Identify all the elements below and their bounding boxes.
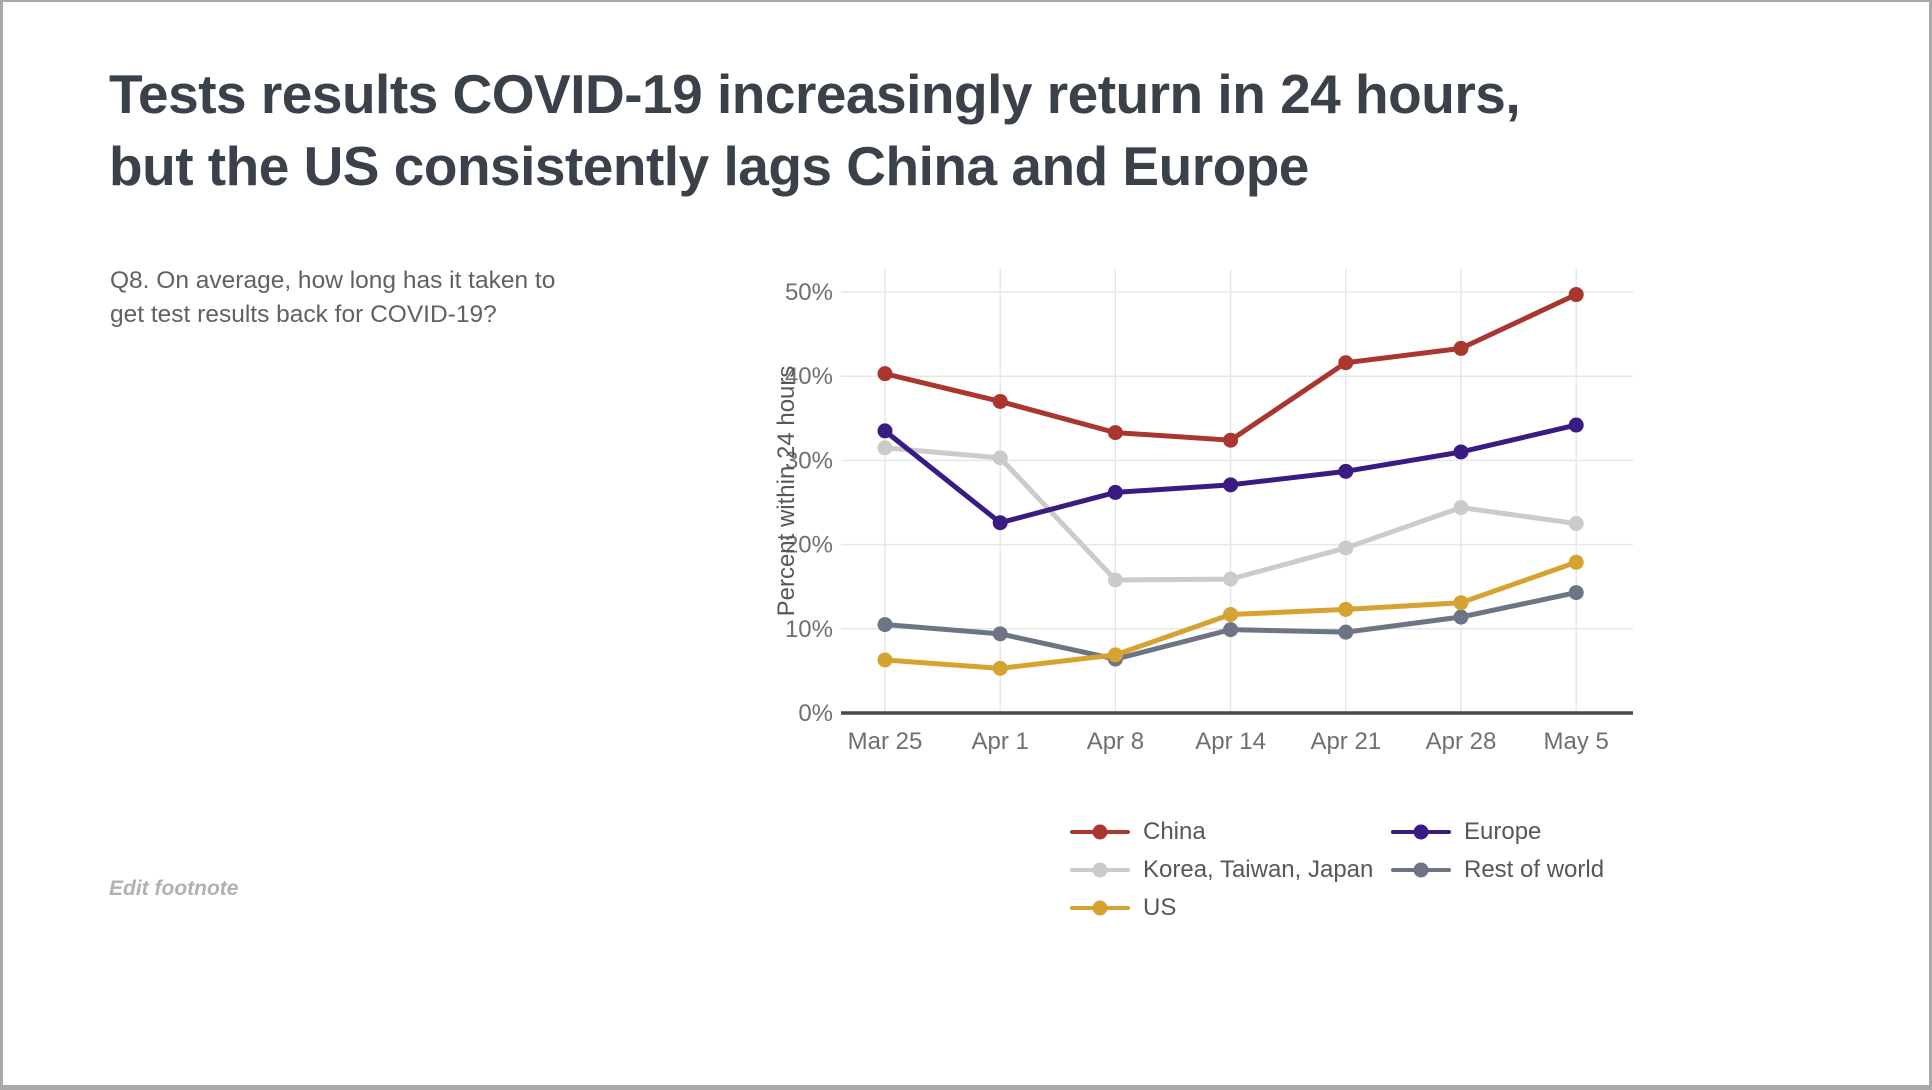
series-point-europe-5 (1453, 444, 1469, 460)
x-tick-label: Apr 8 (1087, 728, 1144, 755)
series-point-korea-taiwan-japan-4 (1338, 540, 1354, 556)
legend-label: US (1143, 894, 1177, 921)
legend-column-1: China Korea, Taiwan, Japan US (1070, 813, 1391, 927)
series-point-china-1 (992, 393, 1008, 409)
series-point-europe-2 (1107, 484, 1123, 500)
y-tick-label: 20% (785, 532, 833, 559)
series-point-rest-of-world-5 (1453, 609, 1469, 625)
page-title-line2: but the US consistently lags China and E… (109, 135, 1309, 197)
legend-label: Rest of world (1464, 856, 1605, 883)
page-title-line1: Tests results COVID-19 increasingly retu… (109, 63, 1521, 125)
series-point-europe-1 (992, 515, 1008, 531)
legend-column-2: Europe Rest of world (1391, 813, 1604, 927)
x-tick-label: Apr 14 (1195, 728, 1266, 755)
series-point-us-1 (992, 660, 1008, 676)
legend-item-us: US (1070, 889, 1391, 927)
series-point-china-4 (1338, 355, 1354, 371)
page-title: Tests results COVID-19 increasingly retu… (109, 58, 1709, 202)
series-point-europe-4 (1338, 463, 1354, 479)
legend-item-korea-taiwan-japan: Korea, Taiwan, Japan (1070, 851, 1391, 889)
y-tick-label: 10% (785, 616, 833, 643)
series-point-rest-of-world-4 (1338, 624, 1354, 640)
question-text: Q8. On average, how long has it taken to… (110, 267, 556, 328)
legend-label: China (1143, 818, 1206, 845)
series-point-korea-taiwan-japan-2 (1107, 572, 1123, 588)
edit-footnote-button[interactable]: Edit footnote (109, 877, 239, 900)
legend-marker-icon (1070, 824, 1130, 840)
series-point-us-0 (877, 652, 893, 668)
line-chart-svg: 0% 10% 20% 30% 40% 50% Mar 25 Apr 1 Apr 8 Apr 14 A… (773, 269, 1633, 755)
legend-marker-icon (1391, 862, 1451, 878)
series-point-rest-of-world-6 (1568, 585, 1584, 601)
legend-marker-icon (1070, 862, 1130, 878)
legend-item-china: China (1070, 813, 1391, 851)
series-point-us-3 (1223, 606, 1239, 622)
series-point-korea-taiwan-japan-5 (1453, 500, 1469, 516)
y-axis-title: Percent within 24 hours (773, 366, 800, 617)
series-point-china-0 (877, 366, 893, 382)
x-tick-label: Mar 25 (848, 728, 923, 755)
y-tick-label: 0% (798, 700, 833, 727)
y-tick-label: 40% (785, 363, 833, 390)
line-chart: 0% 10% 20% 30% 40% 50% Mar 25 Apr 1 Apr 8 Apr 14 A… (741, 257, 1651, 787)
series-point-europe-0 (877, 423, 893, 439)
series-point-korea-taiwan-japan-6 (1568, 516, 1584, 532)
series-point-korea-taiwan-japan-0 (877, 440, 893, 456)
series-point-europe-3 (1223, 477, 1239, 493)
series-point-korea-taiwan-japan-1 (992, 450, 1008, 466)
series-point-europe-6 (1568, 417, 1584, 433)
legend-marker-icon (1070, 900, 1130, 916)
series-point-rest-of-world-3 (1223, 622, 1239, 638)
x-tick-label: Apr 1 (972, 728, 1029, 755)
x-tick-label: May 5 (1544, 728, 1609, 755)
series-point-china-5 (1453, 340, 1469, 356)
chart-legend: China Korea, Taiwan, Japan US Europe Rest of… (1070, 813, 1604, 927)
legend-label: Korea, Taiwan, Japan (1143, 856, 1374, 883)
legend-marker-icon (1391, 824, 1451, 840)
x-tick-label: Apr 28 (1426, 728, 1497, 755)
series-point-china-6 (1568, 287, 1584, 303)
series-point-us-4 (1338, 601, 1354, 617)
y-tick-label: 50% (785, 279, 833, 306)
series-point-china-2 (1107, 425, 1123, 441)
series-point-china-3 (1223, 432, 1239, 448)
y-tick-label: 30% (785, 447, 833, 474)
series-point-korea-taiwan-japan-3 (1223, 571, 1239, 587)
series-point-us-6 (1568, 554, 1584, 570)
series-point-rest-of-world-0 (877, 617, 893, 633)
x-tick-label: Apr 21 (1310, 728, 1381, 755)
series-point-us-5 (1453, 595, 1469, 611)
legend-label: Europe (1464, 818, 1542, 845)
series-point-rest-of-world-1 (992, 626, 1008, 642)
legend-item-europe: Europe (1391, 813, 1604, 851)
legend-item-rest-of-world: Rest of world (1391, 851, 1604, 889)
series-point-us-2 (1107, 647, 1123, 663)
